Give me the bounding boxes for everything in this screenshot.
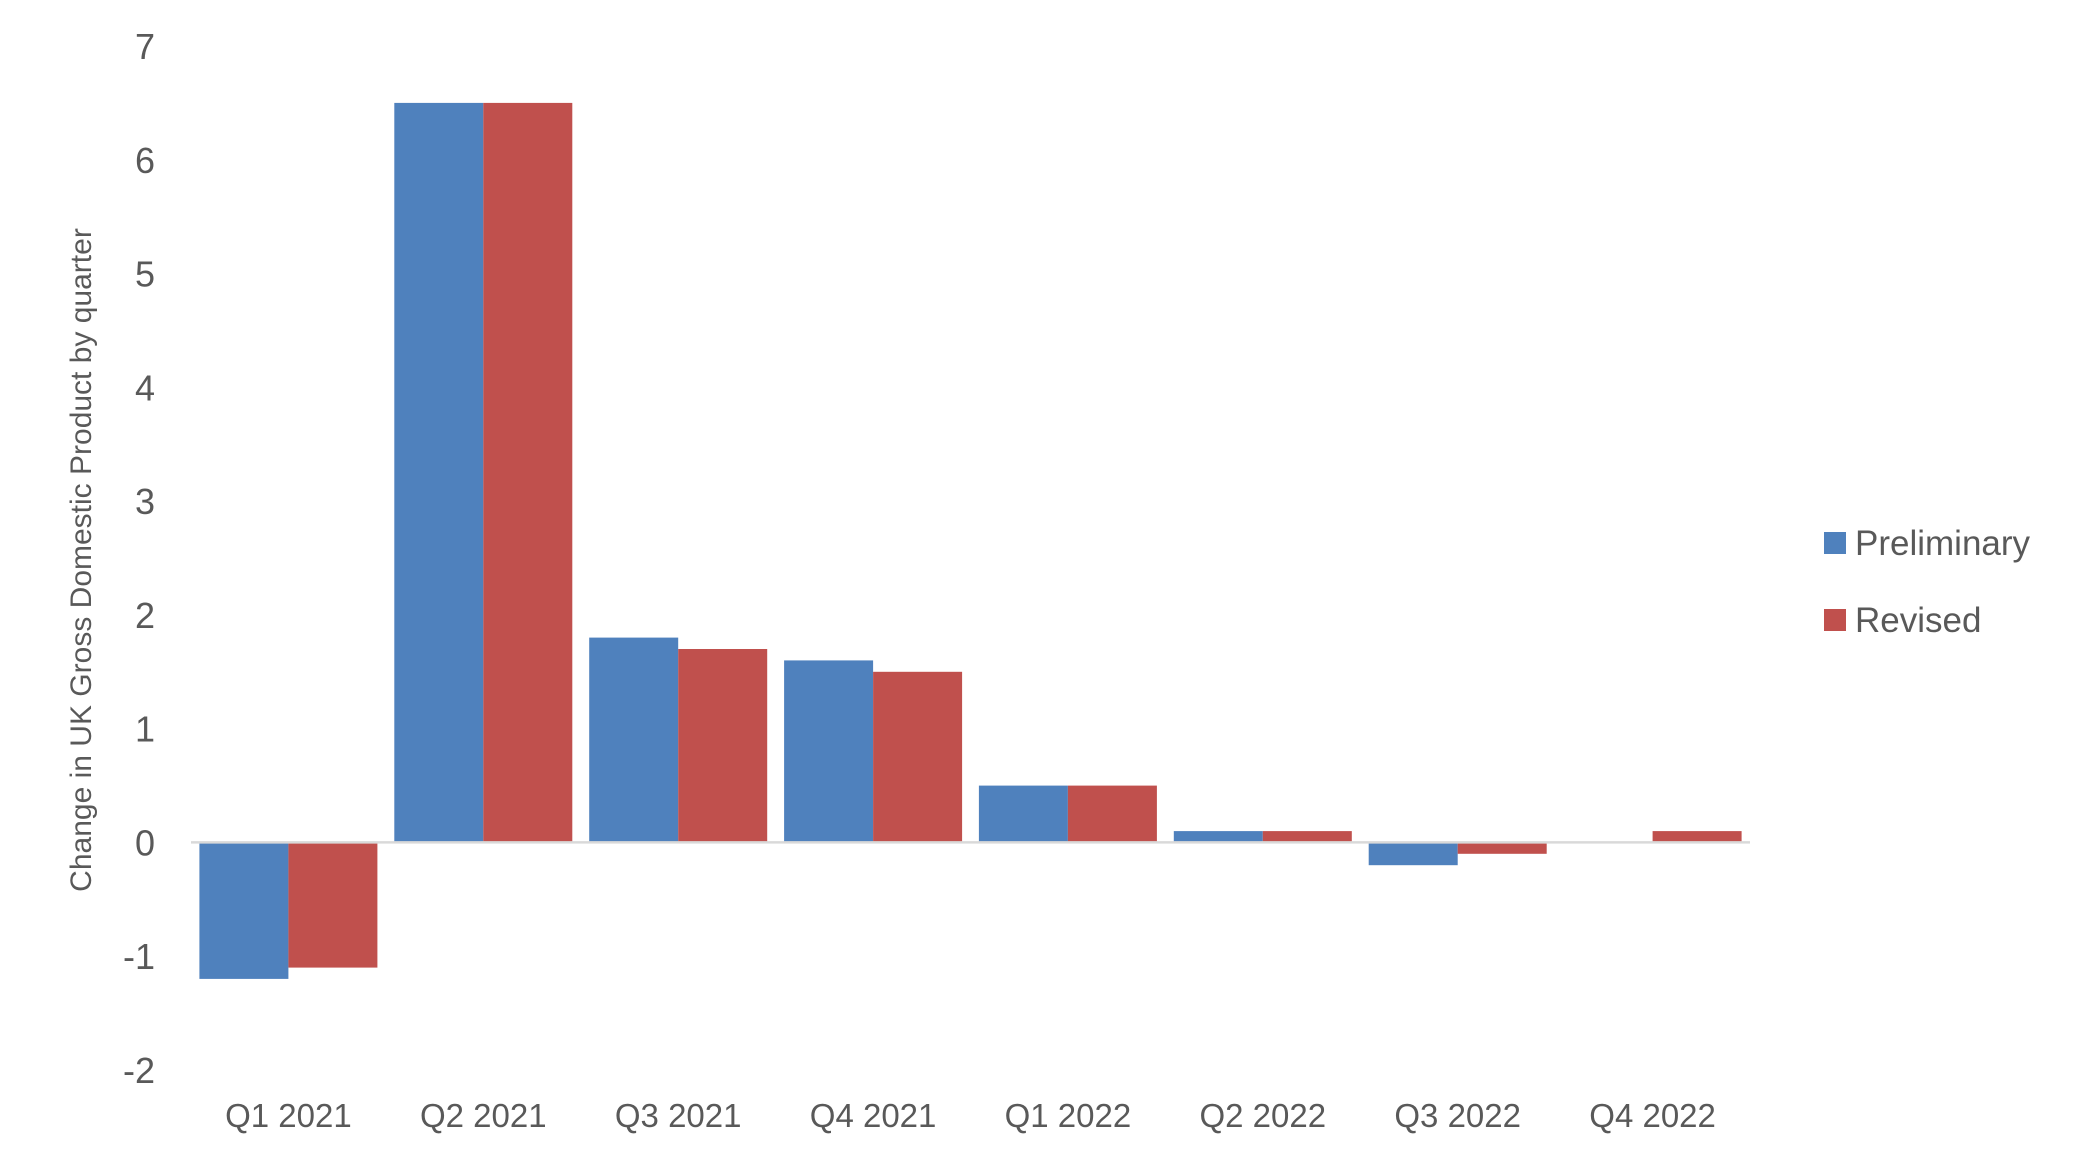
legend-label: Preliminary: [1855, 524, 2031, 563]
legend-swatch: [1824, 609, 1846, 631]
bar-preliminary-q2-2022: [1173, 831, 1263, 843]
bar-revised-q4-2022: [1652, 831, 1742, 843]
x-tick-label: Q3 2022: [1394, 1097, 1521, 1134]
bar-revised-q3-2021: [678, 649, 768, 843]
y-tick-label: 2: [135, 595, 155, 636]
x-tick-label: Q2 2021: [420, 1097, 547, 1134]
x-axis-ticks: Q1 2021 Q2 2021 Q3 2021 Q4 2021 Q1 2022 Q2 20…: [225, 1097, 1716, 1134]
bar-revised-q3-2022: [1457, 842, 1547, 854]
y-tick-label: 6: [135, 140, 155, 181]
x-tick-label: Q3 2021: [615, 1097, 742, 1134]
y-tick-label: 5: [135, 254, 155, 295]
y-tick-label: -2: [123, 1050, 155, 1091]
x-tick-label: Q2 2022: [1199, 1097, 1326, 1134]
bars-layer: [199, 102, 1742, 979]
x-tick-label: Q4 2022: [1589, 1097, 1716, 1134]
bar-revised-q2-2021: [483, 102, 573, 843]
legend: Preliminary Revised: [1824, 524, 2031, 640]
y-tick-label: -1: [123, 936, 155, 977]
bar-revised-q1-2022: [1067, 785, 1157, 843]
y-axis-ticks: -2 -1 0 1 2 3 4 5 6 7: [123, 26, 155, 1091]
y-tick-label: 3: [135, 481, 155, 522]
y-tick-label: 0: [135, 822, 155, 863]
legend-item-preliminary: Preliminary: [1824, 524, 2031, 563]
bar-preliminary-q4-2021: [784, 660, 874, 843]
y-tick-label: 7: [135, 26, 155, 67]
bar-preliminary-q3-2022: [1368, 842, 1458, 866]
y-tick-label: 4: [135, 367, 155, 408]
x-tick-label: Q1 2022: [1005, 1097, 1132, 1134]
y-tick-label: 1: [135, 709, 155, 750]
legend-swatch: [1824, 532, 1846, 554]
x-tick-label: Q4 2021: [810, 1097, 937, 1134]
bar-preliminary-q2-2021: [394, 102, 484, 843]
x-tick-label: Q1 2021: [225, 1097, 352, 1134]
bar-revised-q4-2021: [873, 671, 963, 843]
bar-revised-q2-2022: [1262, 831, 1352, 843]
bar-revised-q1-2021: [288, 842, 378, 968]
legend-item-revised: Revised: [1824, 601, 1981, 640]
bar-preliminary-q3-2021: [589, 637, 679, 843]
y-axis-title: Change in UK Gross Domestic Product by q…: [65, 228, 98, 892]
legend-label: Revised: [1855, 601, 1981, 640]
bar-preliminary-q1-2022: [978, 785, 1068, 843]
bar-preliminary-q1-2021: [199, 842, 289, 979]
